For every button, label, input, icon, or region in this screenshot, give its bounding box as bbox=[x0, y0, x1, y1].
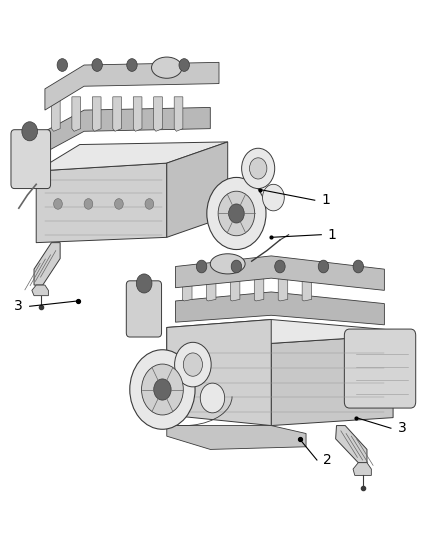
Circle shape bbox=[250, 158, 267, 179]
Circle shape bbox=[22, 122, 38, 141]
Polygon shape bbox=[45, 62, 219, 110]
Polygon shape bbox=[271, 335, 393, 425]
FancyBboxPatch shape bbox=[11, 130, 50, 189]
Polygon shape bbox=[167, 319, 271, 425]
Polygon shape bbox=[45, 108, 210, 152]
Circle shape bbox=[218, 191, 254, 236]
Circle shape bbox=[57, 59, 67, 71]
Polygon shape bbox=[92, 97, 101, 131]
Text: 3: 3 bbox=[14, 299, 23, 313]
Circle shape bbox=[231, 260, 242, 273]
Circle shape bbox=[84, 199, 93, 209]
Polygon shape bbox=[34, 243, 60, 285]
Circle shape bbox=[200, 383, 225, 413]
Circle shape bbox=[184, 353, 202, 376]
Text: 3: 3 bbox=[397, 421, 406, 435]
Polygon shape bbox=[278, 272, 288, 301]
Circle shape bbox=[115, 199, 123, 209]
Circle shape bbox=[262, 184, 284, 211]
Polygon shape bbox=[72, 97, 81, 131]
Polygon shape bbox=[176, 292, 385, 325]
Circle shape bbox=[53, 199, 62, 209]
Circle shape bbox=[145, 199, 154, 209]
Ellipse shape bbox=[152, 57, 182, 78]
Polygon shape bbox=[113, 97, 121, 131]
Circle shape bbox=[179, 59, 189, 71]
Polygon shape bbox=[167, 319, 393, 351]
Circle shape bbox=[207, 177, 266, 249]
FancyBboxPatch shape bbox=[126, 281, 162, 337]
Circle shape bbox=[154, 379, 171, 400]
Circle shape bbox=[92, 59, 102, 71]
Polygon shape bbox=[51, 97, 60, 131]
Polygon shape bbox=[133, 97, 142, 131]
Circle shape bbox=[275, 260, 285, 273]
Polygon shape bbox=[176, 256, 385, 290]
Polygon shape bbox=[336, 425, 367, 463]
Polygon shape bbox=[32, 285, 48, 296]
Circle shape bbox=[141, 364, 184, 415]
Polygon shape bbox=[254, 272, 264, 301]
Polygon shape bbox=[206, 272, 216, 301]
Polygon shape bbox=[167, 142, 228, 237]
Circle shape bbox=[353, 260, 364, 273]
Circle shape bbox=[175, 342, 211, 387]
Circle shape bbox=[127, 59, 137, 71]
Polygon shape bbox=[167, 425, 306, 449]
Polygon shape bbox=[302, 272, 312, 301]
Circle shape bbox=[196, 260, 207, 273]
Polygon shape bbox=[174, 97, 183, 131]
Polygon shape bbox=[353, 463, 371, 475]
Circle shape bbox=[136, 274, 152, 293]
Polygon shape bbox=[36, 142, 228, 171]
Polygon shape bbox=[230, 272, 240, 301]
Circle shape bbox=[130, 350, 195, 429]
Polygon shape bbox=[36, 163, 167, 243]
Text: 2: 2 bbox=[323, 453, 332, 467]
Text: 1: 1 bbox=[321, 193, 330, 207]
Ellipse shape bbox=[210, 254, 245, 274]
Circle shape bbox=[318, 260, 328, 273]
FancyBboxPatch shape bbox=[344, 329, 416, 408]
Circle shape bbox=[229, 204, 244, 223]
Polygon shape bbox=[154, 97, 162, 131]
Polygon shape bbox=[183, 272, 192, 301]
Circle shape bbox=[242, 148, 275, 189]
Text: 1: 1 bbox=[328, 228, 337, 241]
